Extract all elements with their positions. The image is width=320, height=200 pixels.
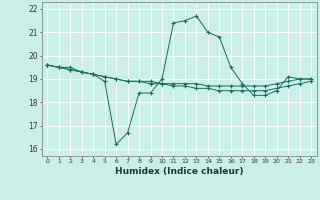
X-axis label: Humidex (Indice chaleur): Humidex (Indice chaleur): [115, 167, 244, 176]
